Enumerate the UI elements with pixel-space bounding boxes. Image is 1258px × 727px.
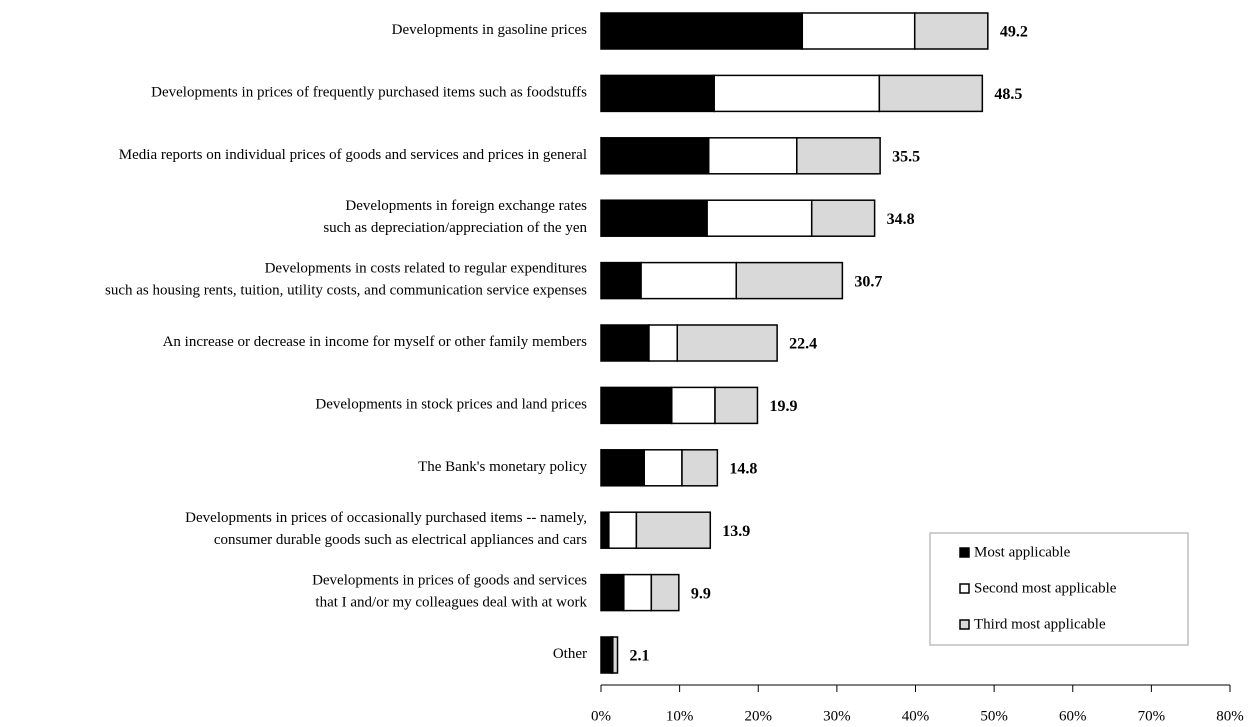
x-tick-label: 50% (980, 708, 1008, 724)
category-line: Developments in prices of frequently pur… (151, 85, 587, 101)
total-label: 14.8 (729, 460, 757, 477)
bar-segment (810, 199, 876, 237)
bar-segment (600, 573, 625, 612)
x-tick-label: 60% (1059, 708, 1087, 724)
category-line: Developments in prices of occasionally p… (185, 511, 587, 527)
category-label: An increase or decrease in income for my… (163, 334, 588, 350)
bar-segment (650, 573, 680, 612)
bar-segment (707, 137, 798, 175)
total-label: 35.5 (892, 148, 920, 165)
bar-segment (600, 74, 715, 113)
category-line: Developments in costs related to regular… (265, 261, 588, 277)
total-label: 2.1 (630, 648, 650, 665)
category-label: Developments in stock prices and land pr… (315, 397, 587, 413)
legend-label: Most applicable (974, 544, 1071, 560)
bar-segment (796, 137, 881, 175)
bar-segment (648, 324, 679, 362)
category-label: Developments in foreign exchange rates su… (323, 199, 587, 237)
x-tick-label: 40% (902, 708, 930, 724)
legend-swatch (959, 619, 970, 630)
category-line: An increase or decrease in income for my… (163, 334, 588, 350)
bar-segment (681, 449, 719, 487)
category-line: The Bank's monetary policy (418, 459, 587, 475)
bar-segment (600, 386, 673, 425)
x-tick-label: 20% (745, 708, 773, 724)
bar-segment (878, 74, 984, 113)
total-label: 19.9 (769, 398, 797, 415)
legend-swatch (959, 547, 970, 558)
x-tick-label: 30% (823, 708, 851, 724)
category-line: Other (553, 646, 587, 662)
bar-segment (801, 12, 916, 50)
category-label: Developments in gasoline prices (392, 22, 588, 38)
bar-segment (714, 386, 759, 425)
category-label: Media reports on individual prices of go… (119, 147, 587, 163)
bar-segment (600, 636, 612, 674)
bar-segment (623, 573, 653, 612)
category-line: such as depreciation/appreciation of the… (323, 221, 587, 237)
bar-segment (600, 324, 650, 362)
category-label: Developments in costs related to regular… (105, 261, 587, 299)
legend-box (929, 532, 1189, 646)
total-label: 13.9 (722, 523, 750, 540)
category-label: Developments in prices of goods and serv… (312, 573, 587, 611)
bar-segment (671, 386, 716, 425)
total-label: 9.9 (691, 585, 711, 602)
bar-segment (635, 511, 712, 549)
total-label: 49.2 (1000, 24, 1028, 41)
category-line: consumer durable goods such as electrica… (214, 533, 587, 549)
x-tick-label: 0% (591, 708, 611, 724)
bar-segment (643, 449, 683, 487)
category-label: Developments in prices of occasionally p… (185, 511, 587, 549)
bar-segment (608, 511, 638, 549)
legend-label: Third most applicable (974, 616, 1106, 632)
bar-segment (600, 261, 642, 300)
category-line: Media reports on individual prices of go… (119, 147, 587, 163)
category-label: Other (553, 646, 587, 662)
bar-segment (600, 199, 708, 237)
category-line: that I and/or my colleagues deal with at… (315, 595, 587, 611)
category-label: The Bank's monetary policy (418, 459, 587, 475)
bar-segment (612, 636, 619, 674)
category-line: Developments in foreign exchange rates (345, 199, 587, 215)
total-label: 48.5 (994, 86, 1022, 103)
legend-label: Second most applicable (974, 580, 1117, 596)
category-line: such as housing rents, tuition, utility … (105, 283, 587, 299)
bar-segment (735, 261, 844, 300)
x-tick-label: 10% (666, 708, 694, 724)
bar-segment (706, 199, 813, 237)
legend-swatch (959, 583, 970, 594)
x-tick-label: 80% (1216, 708, 1244, 724)
bar-segment (600, 12, 804, 50)
total-label: 22.4 (789, 336, 817, 353)
bar-segment (676, 324, 778, 362)
category-line: Developments in prices of goods and serv… (312, 573, 587, 589)
category-line: Developments in gasoline prices (392, 22, 588, 38)
bar-segment (600, 137, 710, 175)
x-tick-label: 70% (1138, 708, 1166, 724)
bar-segment (600, 511, 610, 549)
category-line: Developments in stock prices and land pr… (315, 397, 587, 413)
category-label: Developments in prices of frequently pur… (151, 85, 587, 101)
bar-segment (600, 449, 645, 487)
total-label: 34.8 (887, 211, 915, 228)
bar-segment (713, 74, 881, 113)
total-label: 30.7 (854, 273, 882, 290)
bar-segment (913, 12, 989, 50)
bar-segment (640, 261, 737, 300)
